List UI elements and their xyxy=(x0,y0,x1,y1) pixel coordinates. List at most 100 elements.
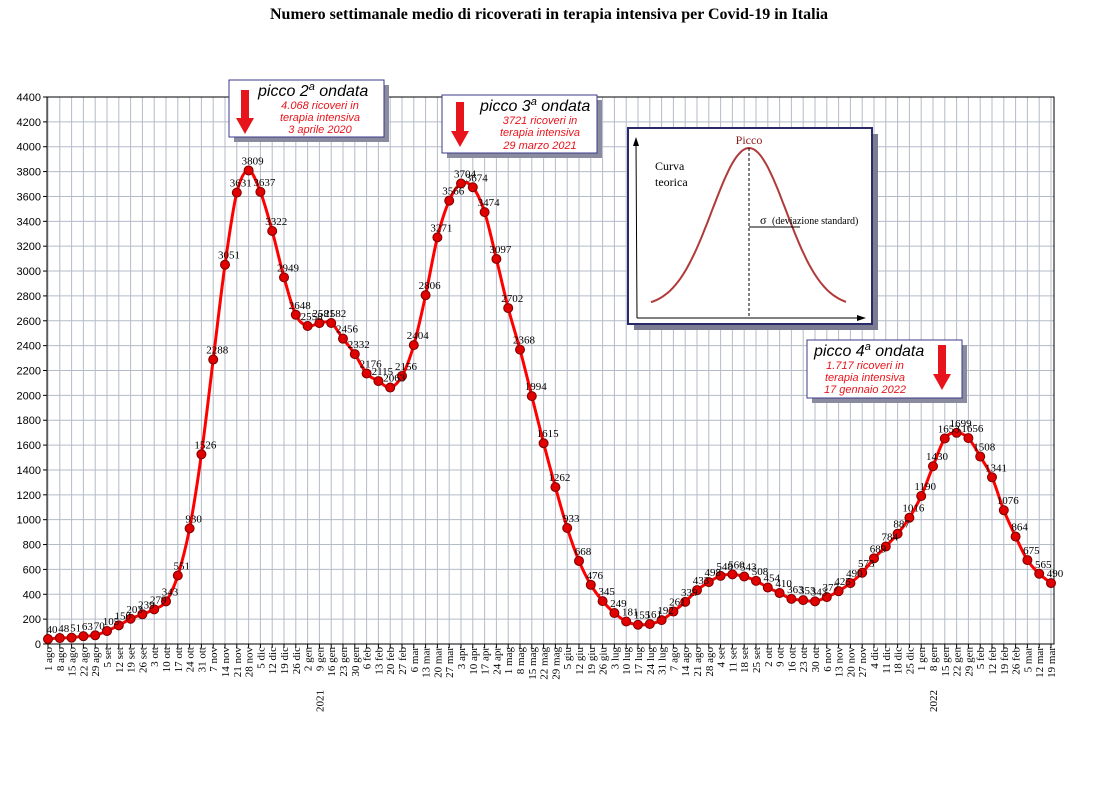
data-point xyxy=(125,613,136,624)
data-label: 565 xyxy=(1035,559,1052,571)
x-tick-label: 19 mar xyxy=(1046,647,1058,678)
data-point xyxy=(161,596,171,607)
y-tick-label: 3000 xyxy=(17,266,41,278)
data-label: 1699 xyxy=(950,418,973,430)
data-label: 887 xyxy=(893,519,910,531)
data-label: 51 xyxy=(70,623,81,635)
data-label: 490 xyxy=(846,568,863,580)
data-label: 343 xyxy=(162,586,179,598)
data-point xyxy=(361,368,372,379)
y-tick-label: 600 xyxy=(23,564,41,576)
x-tick-label: 13 nov xyxy=(834,647,846,678)
x-tick-label: 19 feb xyxy=(999,647,1011,675)
data-label: 2702 xyxy=(501,293,523,305)
x-tick-label: 19 set xyxy=(126,647,138,673)
chart-title: Numero settimanale medio di ricoverati i… xyxy=(270,6,828,23)
x-tick-label: 31 lug xyxy=(657,647,669,675)
x-tick-label: 8 gen xyxy=(928,647,940,672)
x-tick-label: 22 gen xyxy=(952,647,964,677)
data-point xyxy=(668,606,679,617)
x-tick-label: 25 set xyxy=(751,647,763,673)
data-point xyxy=(220,259,230,270)
data-point xyxy=(66,632,77,643)
data-point xyxy=(1046,578,1056,589)
x-tick-label: 24 apr xyxy=(491,647,503,675)
inset-curve-label-2: teorica xyxy=(655,175,688,189)
x-tick-label: 12 giu xyxy=(574,647,586,675)
annotation-box xyxy=(806,339,963,399)
data-label: 3566 xyxy=(442,186,465,198)
x-tick-label: 2 ott xyxy=(763,647,775,667)
data-label: 490 xyxy=(1047,568,1064,580)
x-tick-label: 21 nov xyxy=(232,647,244,678)
data-label: 1653 xyxy=(938,424,961,436)
x-tick-label: 5 dic xyxy=(255,647,267,669)
x-tick-label: 7 nov xyxy=(208,647,220,672)
x-tick-label: 31 ott xyxy=(196,647,208,672)
x-tick-label: 28 nov xyxy=(244,647,256,678)
data-label: 2806 xyxy=(419,280,442,292)
y-tick-label: 800 xyxy=(23,540,41,552)
data-label: 425 xyxy=(834,576,851,588)
y-tick-label: 2800 xyxy=(17,291,41,303)
x-tick-label: 15 ago xyxy=(67,647,79,677)
data-label: 3271 xyxy=(430,222,452,234)
x-tick-label: 10 apr xyxy=(468,647,480,675)
annotation-title: picco 2a ondata xyxy=(257,81,368,100)
x-tick-label: 5 giu xyxy=(562,647,574,670)
data-point xyxy=(904,512,915,523)
y-tick-label: 3400 xyxy=(17,216,41,228)
x-tick-label: 26 giu xyxy=(598,647,610,675)
annotation-line: 3721 ricoveri in xyxy=(503,115,578,127)
x-year-label: 2022 xyxy=(928,690,940,712)
x-tick-label: 15 mag xyxy=(527,647,539,680)
data-point xyxy=(54,633,65,644)
x-tick-label: 22 ago xyxy=(78,647,90,677)
data-label: 560 xyxy=(728,559,745,571)
data-point xyxy=(349,349,360,360)
x-tick-label: 8 ago xyxy=(55,647,67,672)
x-tick-label: 11 set xyxy=(727,647,739,673)
y-tick-label: 3600 xyxy=(17,191,41,203)
data-point xyxy=(279,272,289,283)
data-point xyxy=(397,370,407,381)
data-label: 454 xyxy=(764,573,781,585)
x-tick-label: 18 dic xyxy=(893,647,905,674)
x-tick-label: 26 feb xyxy=(1011,647,1023,675)
data-label: 63 xyxy=(82,621,94,633)
data-label: 2288 xyxy=(206,345,229,357)
down-arrow-icon xyxy=(451,102,469,147)
x-tick-label: 12 feb xyxy=(987,647,999,675)
x-tick-label: 29 gen xyxy=(963,647,975,677)
inset-curve-label-1: Curva xyxy=(655,159,685,173)
data-point xyxy=(963,433,974,444)
x-tick-label: 29 mag xyxy=(550,647,562,680)
data-point xyxy=(987,472,997,483)
y-tick-label: 2200 xyxy=(17,366,41,378)
annotation-title: picco 3a ondata xyxy=(479,96,590,115)
x-tick-label: 27 nov xyxy=(857,647,869,678)
data-point xyxy=(585,579,596,590)
data-point xyxy=(715,570,726,581)
data-point xyxy=(845,578,856,589)
inset-sigma-note: (deviazione standard) xyxy=(772,216,858,227)
x-tick-label: 16 gen xyxy=(326,647,338,677)
data-label: 155 xyxy=(634,610,651,622)
data-label: 345 xyxy=(598,586,615,598)
x-tick-label: 19 dic xyxy=(279,647,291,674)
x-tick-label: 12 mar xyxy=(1034,647,1046,678)
annotation-line: terapia intensiva xyxy=(280,112,360,124)
data-point xyxy=(373,376,384,387)
data-label: 1262 xyxy=(548,472,570,484)
x-tick-label: 13 mar xyxy=(421,647,433,678)
inset-sigma-symbol: σ xyxy=(760,213,767,227)
data-label: 2648 xyxy=(289,300,312,312)
data-label: 2063 xyxy=(383,373,406,385)
y-tick-label: 2600 xyxy=(17,316,41,328)
data-point xyxy=(102,625,112,636)
inset-theoretical-curve: Picco Curva teorica σ (deviazione standa… xyxy=(627,127,878,330)
y-tick-label: 2000 xyxy=(17,390,41,402)
data-label: 3097 xyxy=(489,244,512,256)
inset-peak-label: Picco xyxy=(736,133,763,147)
x-tick-label: 20 mar xyxy=(432,647,444,678)
